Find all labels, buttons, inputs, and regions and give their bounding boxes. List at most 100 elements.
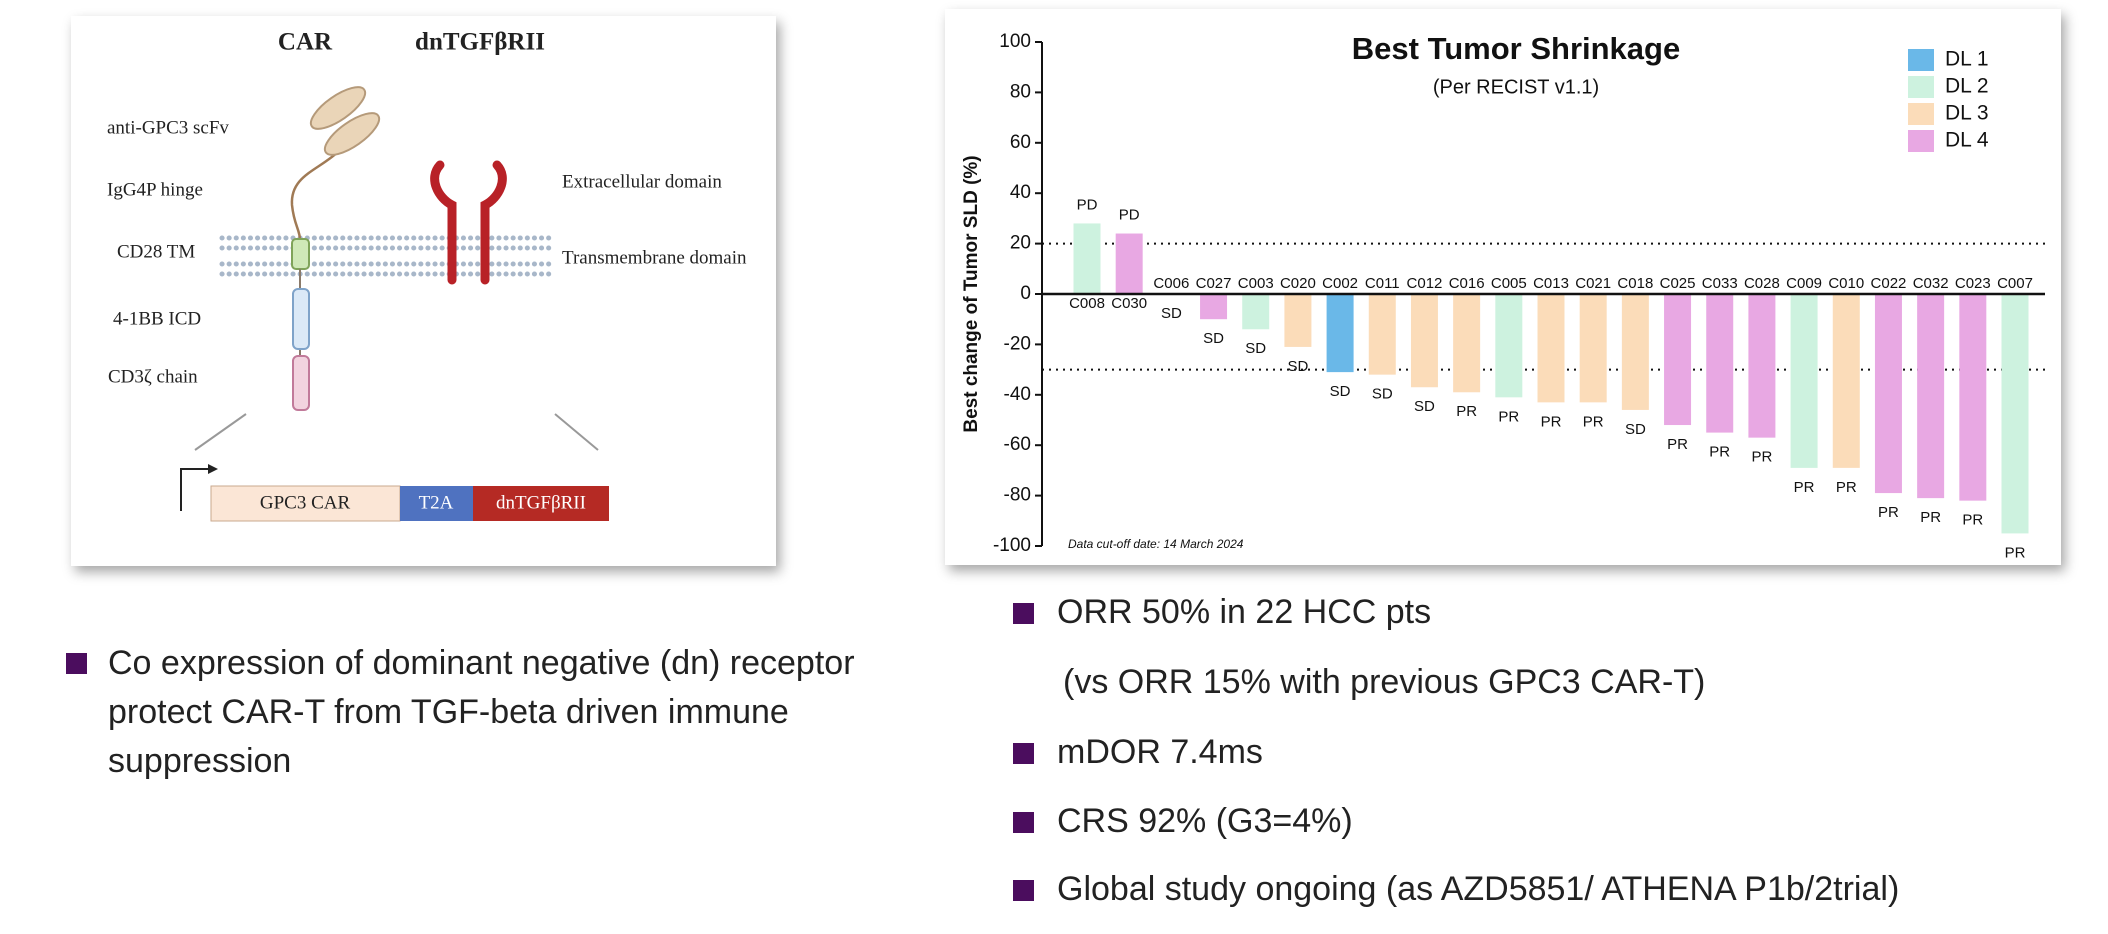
bullet-text: mDOR 7.4ms: [1057, 733, 1263, 771]
category-label: C003: [1238, 275, 1274, 292]
legend-label: DL 2: [1945, 75, 1989, 98]
scfv: [309, 86, 367, 130]
chart-subtitle: (Per RECIST v1.1): [1433, 76, 1599, 98]
bullet: [66, 653, 87, 674]
category-label: C006: [1153, 275, 1189, 292]
category-label: C009: [1786, 275, 1822, 292]
bullet-text: Global study ongoing (as AZD5851/ ATHENA…: [1057, 870, 1899, 908]
response-label: PD: [1119, 206, 1140, 223]
chart: Best Tumor Shrinkage (Per RECIST v1.1) B…: [961, 31, 2045, 561]
construct-label: GPC3 CAR: [260, 492, 351, 513]
part-label: anti-GPC3 scFv: [107, 117, 229, 138]
category-label: C008: [1069, 295, 1105, 312]
construct-label: T2A: [419, 492, 454, 513]
hinge: [290, 149, 341, 241]
bar: [1579, 294, 1607, 403]
y-tick-label: -20: [1004, 333, 1031, 354]
bar: [1073, 223, 1101, 294]
bullet: [1013, 603, 1034, 624]
category-label: C032: [1913, 275, 1949, 292]
diagram-panel: [71, 16, 776, 566]
bar: [1368, 294, 1396, 375]
response-label: PR: [1498, 408, 1519, 425]
part-label: CD28 TM: [117, 241, 195, 262]
response-label: PR: [1751, 449, 1772, 466]
footnote: Data cut-off date: 14 March 2024: [1068, 537, 1244, 551]
legend-swatch: [1908, 130, 1934, 152]
y-tick-label: 20: [1010, 233, 1031, 254]
scfv: [323, 112, 381, 156]
y-tick-label: 60: [1010, 132, 1031, 153]
bar: [1410, 294, 1438, 388]
category-label: C010: [1828, 275, 1864, 292]
category-label: C033: [1702, 275, 1738, 292]
y-tick-label: -80: [1004, 485, 1031, 506]
category-label: C012: [1407, 275, 1443, 292]
y-tick-label: 80: [1010, 81, 1031, 102]
bar: [1200, 294, 1228, 320]
category-label: C005: [1491, 275, 1527, 292]
bar: [1874, 294, 1902, 494]
bullet-text: Co expression of dominant negative (dn) …: [108, 644, 855, 682]
connector: [194, 413, 247, 451]
response-label: PR: [1583, 413, 1604, 430]
response-label: SD: [1625, 421, 1646, 438]
part-label: IgG4P hinge: [107, 179, 203, 200]
bar: [1242, 294, 1270, 330]
bar: [1115, 233, 1143, 294]
chart-title: Best Tumor Shrinkage: [1352, 31, 1680, 66]
category-label: C016: [1449, 275, 1485, 292]
response-label: SD: [1203, 330, 1224, 347]
category-label: C011: [1365, 275, 1400, 292]
bullet: [1013, 880, 1034, 901]
category-label: C002: [1322, 275, 1358, 292]
construct-label: dnTGFβRII: [496, 492, 586, 513]
bullet: [1013, 743, 1034, 764]
category-label: C028: [1744, 275, 1780, 292]
receptor: [430, 160, 507, 285]
category-label: C025: [1660, 275, 1696, 292]
response-label: PR: [1456, 403, 1477, 420]
category-label: C022: [1871, 275, 1907, 292]
y-tick-label: 0: [1020, 283, 1031, 304]
construct-box: [473, 486, 609, 521]
y-tick-label: -100: [993, 535, 1031, 556]
legend-swatch: [1908, 76, 1934, 98]
legend-label: DL 1: [1945, 48, 1989, 71]
category-label: C021: [1575, 275, 1611, 292]
part-label: CD3ζ chain: [108, 366, 198, 387]
response-label: SD: [1372, 386, 1393, 403]
connector: [554, 413, 599, 451]
cd3z-domain: [292, 355, 310, 411]
bullet-note: (vs ORR 15% with previous GPC3 CAR-T): [1063, 663, 1705, 701]
bar: [2001, 294, 2029, 534]
tm-domain: [291, 238, 310, 270]
bar: [1453, 294, 1481, 393]
bar: [1326, 294, 1354, 373]
bullet-text: suppression: [108, 742, 291, 780]
bar: [1790, 294, 1818, 468]
y-tick-label: 40: [1010, 182, 1031, 203]
legend-swatch: [1908, 103, 1934, 125]
bullet-text: protect CAR-T from TGF-beta driven immun…: [108, 693, 789, 731]
domain-label: Extracellular domain: [562, 171, 722, 192]
legend-label: DL 4: [1945, 129, 1989, 152]
response-label: SD: [1287, 358, 1308, 375]
y-tick-label: 100: [999, 31, 1031, 52]
bar: [1621, 294, 1649, 410]
promoter-arrow: [180, 468, 210, 511]
response-label: PR: [1709, 444, 1730, 461]
bullet: [1013, 812, 1034, 833]
response-label: SD: [1245, 340, 1266, 357]
bar: [1537, 294, 1565, 403]
response-label: PR: [1878, 504, 1899, 521]
legend-label: DL 3: [1945, 102, 1989, 125]
bar: [1748, 294, 1776, 438]
bar: [1664, 294, 1692, 426]
category-label: C027: [1196, 275, 1232, 292]
part-label: 4-1BB ICD: [113, 308, 201, 329]
domain-label: Transmembrane domain: [562, 247, 747, 268]
category-label: C007: [1997, 275, 2033, 292]
category-label: C018: [1617, 275, 1653, 292]
